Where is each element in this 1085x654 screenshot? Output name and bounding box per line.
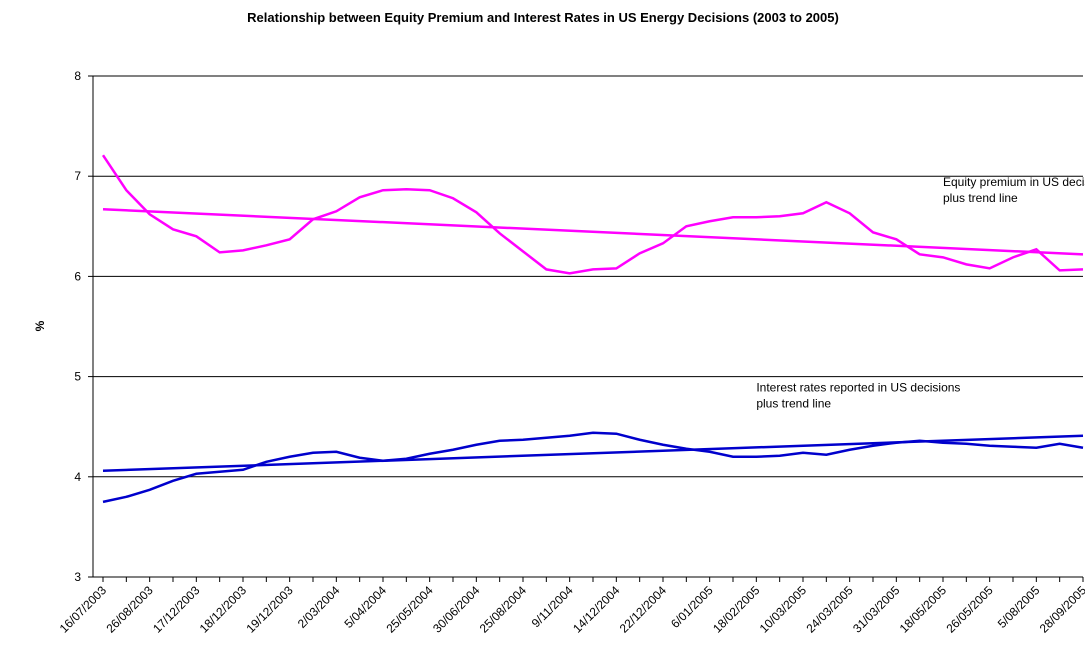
x-tick-label: 16/07/2003 (57, 583, 110, 636)
x-tick-label: 26/08/2003 (103, 583, 156, 636)
series-line (102, 431, 1084, 504)
y-tick-label: 6 (74, 269, 81, 283)
series-line (101, 154, 1084, 275)
chart-title: Relationship between Equity Premium and … (247, 10, 839, 25)
x-tick-label: 6/01/2005 (668, 583, 716, 631)
x-tick-label: 26/05/2005 (943, 583, 996, 636)
x-tick-label: 14/12/2004 (570, 583, 623, 636)
y-tick-label: 3 (74, 570, 81, 584)
x-tick-label: 25/08/2004 (477, 583, 530, 636)
x-tick-label: 5/04/2004 (341, 583, 389, 631)
x-tick-label: 2/03/2004 (295, 583, 343, 631)
annotation: plus trend line (943, 191, 1018, 205)
annotation: Interest rates reported in US decisions (756, 381, 960, 395)
x-tick-label: 25/05/2004 (383, 583, 436, 636)
x-tick-label: 5/08/2005 (995, 583, 1043, 631)
x-tick-label: 18/05/2005 (897, 583, 950, 636)
x-tick-label: 18/12/2003 (197, 583, 250, 636)
x-tick-label: 17/12/2003 (150, 583, 203, 636)
x-tick-label: 22/12/2004 (617, 583, 670, 636)
annotation: plus trend line (756, 397, 831, 411)
x-tick-label: 31/03/2005 (850, 583, 903, 636)
trend-line (102, 208, 1084, 256)
y-tick-label: 8 (74, 69, 81, 83)
x-tick-label: 30/06/2004 (430, 583, 483, 636)
y-tick-label: 4 (74, 470, 81, 484)
x-tick-label: 18/02/2005 (710, 583, 763, 636)
x-tick-label: 10/03/2005 (757, 583, 810, 636)
x-tick-label: 19/12/2003 (243, 583, 296, 636)
y-tick-label: 7 (74, 169, 81, 183)
x-tick-label: 9/11/2004 (529, 583, 576, 630)
annotation: Equity premium in US decisions (943, 175, 1085, 189)
x-tick-label: 24/03/2005 (803, 583, 856, 636)
y-tick-label: 5 (74, 370, 81, 384)
x-tick-label: 28/09/2005 (1037, 583, 1085, 636)
y-axis-label: % (33, 320, 47, 331)
